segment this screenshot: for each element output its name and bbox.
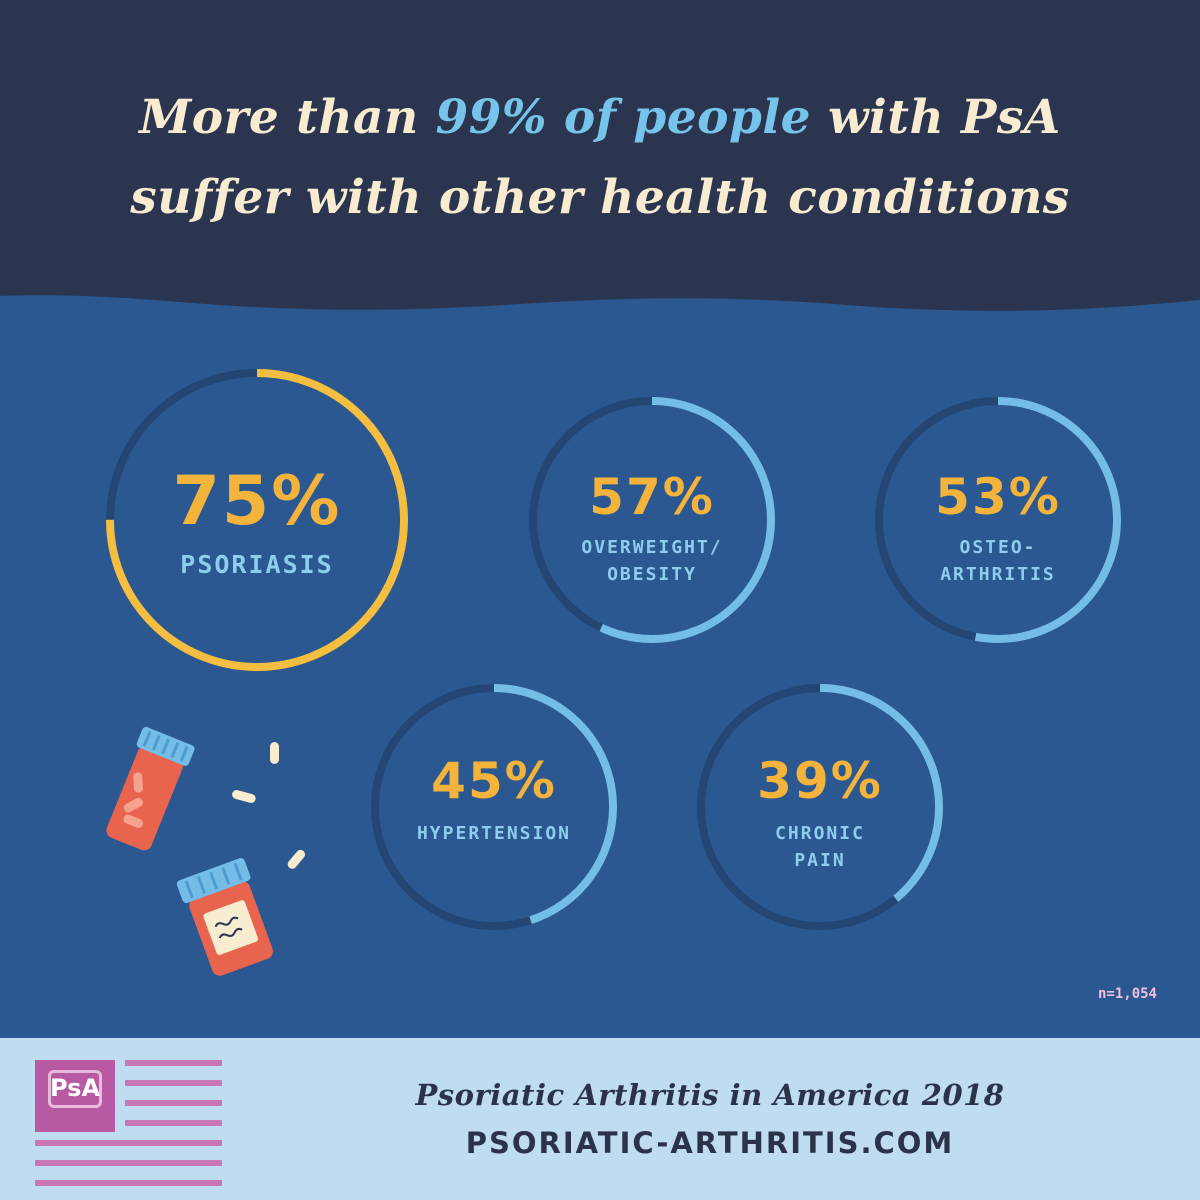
pill-bottles-illustration — [106, 726, 306, 976]
logo-stripe — [35, 1140, 222, 1146]
condition-osteo-line2: ARTHRITIS — [940, 564, 1056, 585]
ring-arc-psoriasis — [106, 369, 408, 671]
header: More than 99% of people with PsA suffer … — [0, 0, 1200, 330]
condition-chronic-line2: PAIN — [794, 850, 846, 871]
percent-overweight: 57% — [589, 468, 715, 526]
condition-overweight-line2: OBESITY — [607, 564, 697, 585]
percent-hypertension: 45% — [431, 752, 557, 810]
percent-psoriasis: 75% — [172, 462, 342, 541]
ring-label-hypertension: 45% HYPERTENSION — [376, 750, 612, 847]
percent-osteoarthritis: 53% — [935, 468, 1061, 526]
ring-arc-overweight — [529, 397, 775, 643]
logo-stripe — [125, 1120, 222, 1126]
logo-stripe — [125, 1100, 222, 1106]
title-line1-start: More than — [139, 90, 436, 145]
header-wave-background — [0, 0, 1200, 311]
ring-label-overweight: 57% OVERWEIGHT/ OBESITY — [534, 466, 770, 588]
condition-chronic-line1: CHRONIC — [775, 823, 865, 844]
ring-arc-osteoarthritis — [875, 397, 1121, 643]
psa-logo: PsA — [35, 1060, 222, 1188]
percent-chronic-pain: 39% — [757, 752, 883, 810]
condition-hypertension: HYPERTENSION — [416, 823, 572, 844]
ring-label-osteoarthritis: 53% OSTEO- ARTHRITIS — [880, 466, 1116, 588]
ring-arc-hypertension — [371, 684, 617, 930]
logo-text: PsA — [49, 1074, 101, 1102]
footer-url: PSORIATIC-ARTHRITIS.COM — [465, 1126, 955, 1160]
footer: PsA Psoriatic Arthritis in America 2018 … — [0, 1038, 1200, 1200]
title-line1-end: with PsA — [811, 90, 1061, 145]
logo-stripe — [125, 1060, 222, 1066]
logo-stripe — [35, 1180, 222, 1186]
title-line-2: suffer with other health conditions — [130, 170, 1070, 225]
logo-stripe — [35, 1160, 222, 1166]
title-highlight: 99% of people — [435, 90, 812, 145]
donut-rings — [106, 369, 1121, 930]
title-line-1: More than 99% of people with PsA — [0, 78, 1200, 158]
ring-label-psoriasis: 75% PSORIASIS — [107, 462, 407, 582]
ring-arc-chronic-pain — [697, 684, 943, 930]
condition-osteo-line1: OSTEO- — [959, 537, 1037, 558]
condition-psoriasis: PSORIASIS — [180, 550, 334, 579]
ring-label-chronic-pain: 39% CHRONIC PAIN — [702, 750, 938, 874]
sample-size-note: n=1,054 — [1097, 986, 1157, 1002]
footer-title: Psoriatic Arthritis in America 2018 — [415, 1078, 1005, 1112]
page-title: More than 99% of people with PsA suffer … — [0, 78, 1200, 238]
condition-overweight-line1: OVERWEIGHT/ — [581, 537, 723, 558]
speech-bubble-icon — [48, 1070, 102, 1108]
logo-badge: PsA — [35, 1060, 115, 1132]
logo-stripe — [125, 1080, 222, 1086]
